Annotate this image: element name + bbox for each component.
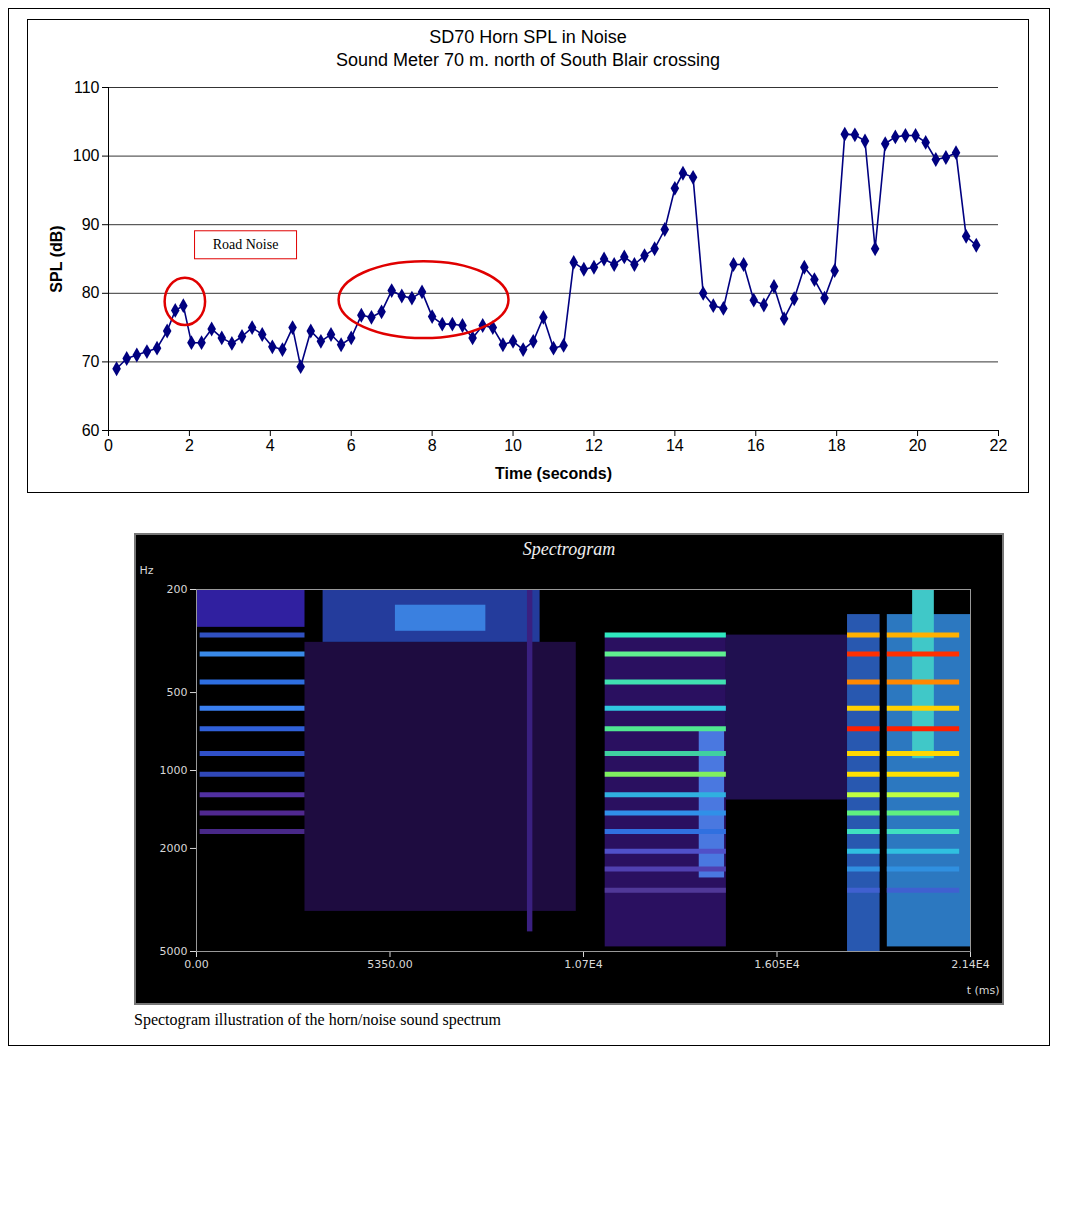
svg-text:90: 90: [82, 216, 100, 233]
svg-text:200: 200: [167, 583, 188, 596]
html-text:Spectrogram: Spectrogram: [522, 539, 616, 559]
svg-text:2000: 2000: [160, 842, 188, 855]
svg-text:60: 60: [82, 422, 100, 439]
svg-text:2: 2: [185, 437, 194, 454]
svg-text:1.605E4: 1.605E4: [754, 958, 799, 971]
svg-text:0: 0: [104, 437, 113, 454]
svg-text:t (ms): t (ms): [967, 984, 1000, 997]
html-text:Sound Meter 70 m. north of Sou: Sound Meter 70 m. north of South Blair c…: [335, 50, 721, 70]
svg-text:16: 16: [747, 437, 765, 454]
html-text:Spectogram illustration of the: Spectogram illustration of the horn/nois…: [134, 1011, 501, 1028]
svg-text:22: 22: [990, 437, 1008, 454]
svg-text:5350.00: 5350.00: [367, 958, 413, 971]
svg-text:5000: 5000: [160, 945, 188, 958]
svg-text:8: 8: [428, 437, 437, 454]
svg-text:18: 18: [828, 437, 846, 454]
svg-text:110: 110: [74, 79, 100, 96]
svg-text:1000: 1000: [160, 764, 188, 777]
svg-text:SPL (dB): SPL (dB): [48, 225, 65, 292]
svg-text:10: 10: [504, 437, 522, 454]
svg-text:1.07E4: 1.07E4: [564, 958, 602, 971]
svg-text:70: 70: [82, 353, 100, 370]
svg-text:2.14E4: 2.14E4: [951, 958, 989, 971]
svg-text:Time (seconds): Time (seconds): [495, 465, 612, 482]
svg-text:80: 80: [82, 284, 100, 301]
html-text:SD70 Horn SPL in Noise: SD70 Horn SPL in Noise: [429, 27, 627, 47]
svg-text:12: 12: [585, 437, 603, 454]
svg-text:Hz: Hz: [140, 564, 154, 577]
svg-text:Road Noise: Road Noise: [213, 237, 279, 252]
svg-text:0.00: 0.00: [184, 958, 209, 971]
svg-text:6: 6: [347, 437, 356, 454]
svg-text:100: 100: [73, 147, 100, 164]
svg-text:20: 20: [909, 437, 927, 454]
svg-text:500: 500: [167, 686, 188, 699]
svg-text:4: 4: [266, 437, 275, 454]
svg-text:14: 14: [666, 437, 684, 454]
